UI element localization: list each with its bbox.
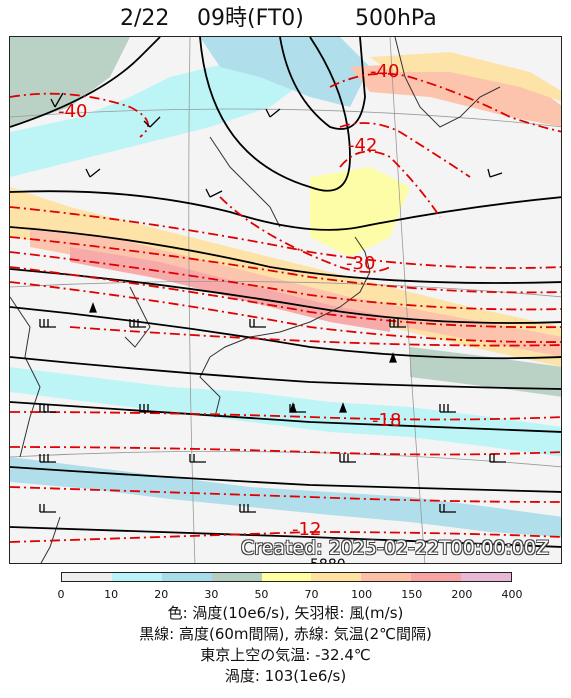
pressure-level: 500hPa [355,6,437,31]
temperature-labels: -40 -40 -42 -30 -18 -12 [58,61,401,540]
colorbar-swatch [62,573,112,581]
colorbar-swatch [111,573,162,581]
height-contours [10,37,561,548]
colorbar [61,572,512,582]
temp-label: -40 [58,101,87,122]
map-graticule [10,37,561,563]
colorbar-tick-label: 20 [154,588,169,601]
legend-line-vorticity: 渦度: 103(1e6/s) [224,667,347,685]
colorbar-tick-label: 50 [254,588,269,601]
colorbar-swatch [461,573,512,581]
land-outline [10,37,501,563]
colorbar-swatch [411,573,462,581]
colorbar-tick-label: 70 [304,588,319,601]
colorbar-tick-label: 400 [501,588,523,601]
temp-label: -18 [372,410,401,431]
colorbar-ticks: 0 10 20 30 50 70 100 150 200 400 [57,588,523,602]
colorbar-swatch [311,573,362,581]
colorbar-swatch [211,573,262,581]
colorbar-tick-label: 0 [57,588,65,601]
forecast-date: 2/22 [120,6,170,31]
colorbar-tick-label: 200 [451,588,473,601]
colorbar-swatch [161,573,212,581]
colorbar-tick-label: 100 [351,588,373,601]
forecast-time: 09時(FT0) [197,6,304,31]
legend-text: 色: 渦度(10e6/s), 矢羽根: 風(m/s) 黒線: 高度(60m間隔)… [0,603,571,687]
temperature-contours [10,72,561,543]
legend-line-shading: 色: 渦度(10e6/s), 矢羽根: 風(m/s) [167,604,404,622]
height-label: 5880 [310,557,346,564]
weather-map: -40 -40 -42 -30 -18 -12 5880 Created: 20… [9,36,562,564]
legend-line-tokyo-temp: 東京上空の気温: -32.4℃ [200,646,371,664]
map-title: 2/22 09時(FT0) 500hPa [0,2,571,36]
temp-label: -42 [348,135,377,156]
legend-line-contours: 黒線: 高度(60m間隔), 赤線: 気温(2℃間隔) [139,625,432,643]
temp-label: -12 [292,519,321,540]
created-stamp: Created: 2025-02-22T00:00:00Z [240,537,549,559]
temp-label: -30 [346,253,375,274]
temp-label: -40 [370,61,399,82]
colorbar-tick-label: 30 [204,588,219,601]
wind-barbs [39,92,506,513]
map-canvas: -40 -40 -42 -30 -18 -12 5880 [10,37,561,564]
colorbar-tick-label: 10 [104,588,119,601]
colorbar-swatch [261,573,312,581]
colorbar-tick-label: 150 [401,588,423,601]
colorbar-swatch [361,573,412,581]
